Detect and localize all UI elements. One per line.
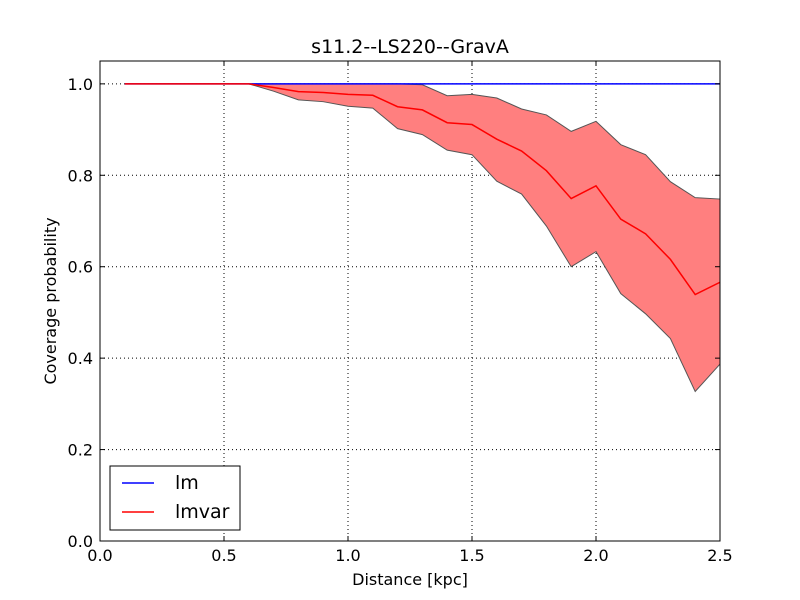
y-tick-label: 0.6	[68, 258, 93, 277]
y-tick-label: 1.0	[68, 75, 93, 94]
axis-ticks: 0.0 0.5 1.0 1.5 2.0 2.5 0.0 0.2 0.4 0.6 0.8 1.0	[68, 61, 733, 565]
legend: lm lmvar	[109, 465, 241, 531]
x-tick-label: 1.0	[335, 546, 360, 565]
legend-box	[109, 465, 241, 531]
x-tick-label: 0.5	[211, 546, 236, 565]
y-tick-label: 0.0	[68, 532, 93, 551]
legend-label-lmvar: lmvar	[175, 501, 230, 523]
y-axis-label: Coverage probability	[41, 217, 60, 384]
x-tick-label: 2.0	[583, 546, 608, 565]
legend-label-lm: lm	[175, 472, 199, 494]
x-tick-label: 1.5	[459, 546, 484, 565]
series-line-lmvar	[124, 83, 721, 296]
y-tick-label: 0.2	[68, 441, 93, 460]
x-axis-label: Distance [kpc]	[352, 570, 468, 589]
y-tick-label: 0.4	[68, 349, 93, 368]
plot-frame	[99, 60, 721, 542]
x-tick-label: 2.5	[707, 546, 732, 565]
x-tick-label: 0.0	[87, 546, 112, 565]
chart-title: s11.2--LS220--GravA	[311, 36, 509, 58]
y-tick-label: 0.8	[68, 166, 93, 185]
